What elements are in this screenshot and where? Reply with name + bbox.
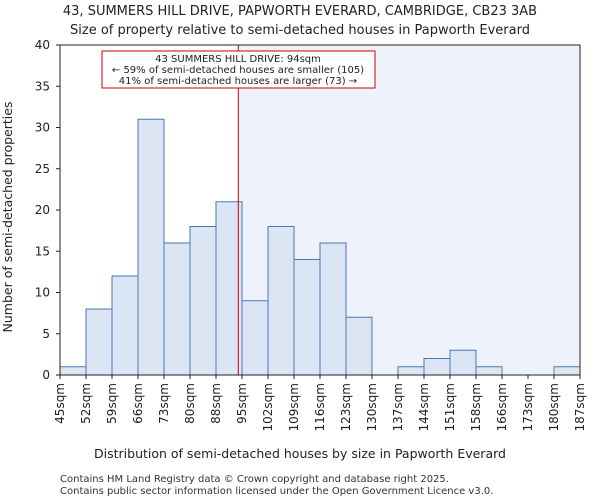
x-tick-label: 158sqm: [469, 383, 483, 431]
y-tick-label: 15: [35, 244, 50, 258]
bar-158sqm: [475, 366, 503, 376]
bar-66sqm: [137, 118, 165, 376]
x-tick-label: 116sqm: [313, 383, 327, 431]
x-tick-label: 137sqm: [391, 383, 405, 431]
x-axis-label: Distribution of semi-detached houses by …: [94, 446, 506, 461]
x-tick-label: 45sqm: [53, 383, 67, 424]
y-tick-label: 10: [35, 286, 50, 300]
x-tick-label: 59sqm: [105, 383, 119, 424]
x-tick-label: 95sqm: [235, 383, 249, 424]
bar-116sqm: [319, 242, 347, 376]
y-tick-label: 5: [42, 327, 50, 341]
bar-109sqm: [293, 259, 321, 376]
bar-180sqm: [553, 366, 581, 376]
bar-80sqm: [189, 226, 217, 376]
y-axis-ticks: 0 5 10 15 20 25 30 35 40: [35, 38, 60, 382]
bar-123sqm: [345, 316, 373, 376]
bar-73sqm: [163, 242, 191, 376]
y-axis-label: Number of semi-detached properties: [0, 102, 15, 333]
x-tick-label: 144sqm: [417, 383, 431, 431]
y-tick-label: 0: [42, 368, 50, 382]
bar-137sqm: [397, 366, 425, 376]
x-tick-label: 180sqm: [547, 383, 561, 431]
x-tick-label: 52sqm: [79, 383, 93, 424]
bar-144sqm: [423, 358, 451, 376]
x-tick-label: 173sqm: [521, 383, 535, 431]
y-tick-label: 40: [35, 38, 50, 52]
y-tick-label: 35: [35, 79, 50, 93]
annotation-frame: [101, 50, 376, 89]
annotation-line-1: 43 SUMMERS HILL DRIVE: 94sqm: [155, 54, 321, 65]
bar-45sqm: [59, 366, 87, 376]
bar-52sqm: [85, 308, 113, 376]
bar-59sqm: [111, 275, 139, 376]
x-tick-label: 73sqm: [157, 383, 171, 424]
x-tick-label: 109sqm: [287, 383, 301, 431]
y-tick-label: 20: [35, 203, 50, 217]
x-tick-label: 166sqm: [495, 383, 509, 431]
annotation-line-2: ← 59% of semi-detached houses are smalle…: [112, 65, 364, 76]
bar-102sqm: [267, 226, 295, 376]
x-tick-label: 123sqm: [339, 383, 353, 431]
y-tick-label: 25: [35, 162, 50, 176]
x-tick-label: 187sqm: [573, 383, 587, 431]
annotation-box: 43 SUMMERS HILL DRIVE: 94sqm ← 59% of se…: [101, 50, 376, 89]
bar-95sqm: [241, 300, 269, 376]
x-tick-label: 66sqm: [131, 383, 145, 424]
x-axis-ticks: 45sqm 52sqm 59sqm 66sqm 73sqm 80sqm 88sqm 95sqm…: [53, 375, 587, 431]
footer-line-2: Contains public sector information licen…: [60, 486, 493, 497]
x-tick-label: 130sqm: [365, 383, 379, 431]
y-tick-label: 30: [35, 121, 50, 135]
footer-line-1: Contains HM Land Registry data © Crown c…: [60, 474, 449, 485]
x-tick-label: 102sqm: [261, 383, 275, 431]
chart-title: 43, SUMMERS HILL DRIVE, PAPWORTH EVERARD…: [63, 4, 537, 19]
x-tick-label: 80sqm: [183, 383, 197, 424]
chart-subtitle: Size of property relative to semi-detach…: [70, 23, 530, 38]
bars: [59, 118, 581, 376]
bar-151sqm: [449, 349, 477, 376]
annotation-line-3: 41% of semi-detached houses are larger (…: [119, 76, 357, 87]
x-tick-label: 151sqm: [443, 383, 457, 431]
x-tick-label: 88sqm: [209, 383, 223, 424]
